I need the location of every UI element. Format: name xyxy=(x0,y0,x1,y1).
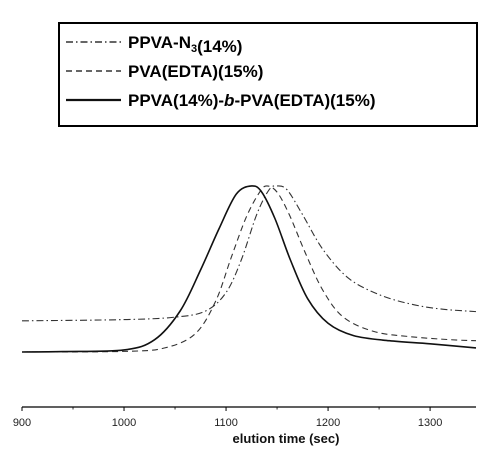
x-tick-label: 1100 xyxy=(214,417,238,429)
series-curves xyxy=(21,185,477,353)
x-tick-label: 1300 xyxy=(418,417,442,429)
legend-box xyxy=(58,22,478,127)
x-tick-label: 900 xyxy=(13,417,31,429)
series-line-3 xyxy=(21,185,477,353)
series-line-2 xyxy=(21,185,477,353)
series-line-1 xyxy=(21,185,477,322)
legend-label-3: PPVA(14%)-b-PVA(EDTA)(15%) xyxy=(128,91,375,110)
x-axis-label: elution time (sec) xyxy=(233,431,340,446)
legend-label-2: PVA(EDTA)(15%) xyxy=(128,62,263,81)
legend: PPVA-N3(14%) PVA(EDTA)(15%) PPVA(14%)-b-PV… xyxy=(58,22,478,127)
x-tick-label: 1200 xyxy=(316,417,340,429)
x-tick-label: 1000 xyxy=(112,417,136,429)
legend-label-1: PPVA-N3(14%) xyxy=(128,33,242,56)
x-axis: 900 1000 1100 1200 1300 xyxy=(13,406,476,429)
